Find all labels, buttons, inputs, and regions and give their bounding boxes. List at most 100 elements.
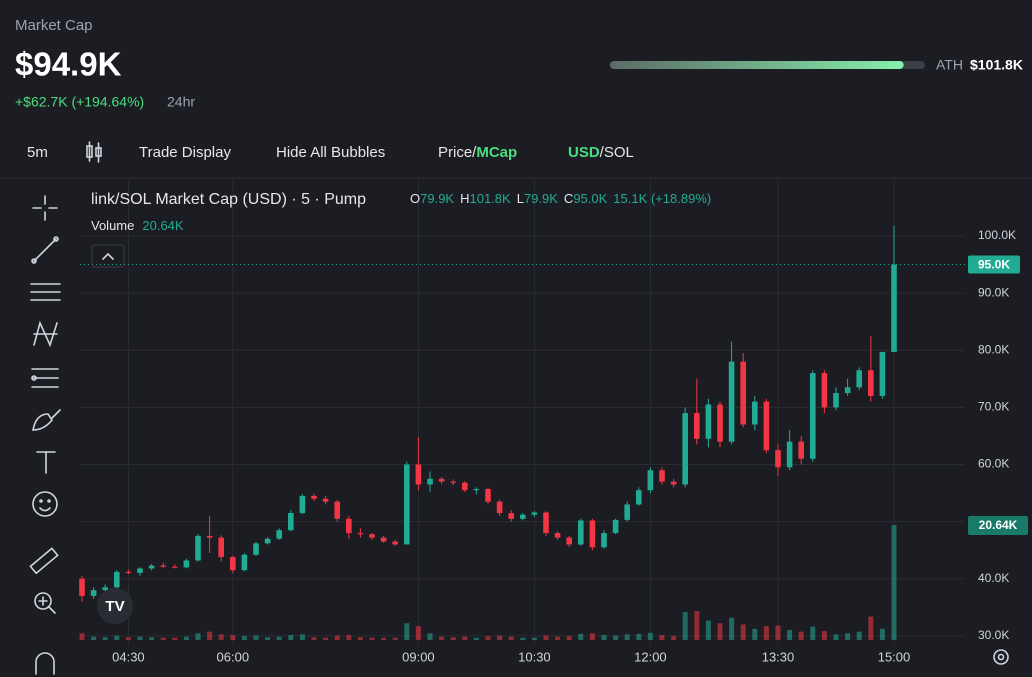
candle-body xyxy=(844,387,851,394)
change-period: 24hr xyxy=(167,94,195,110)
hide-bubbles-button[interactable]: Hide All Bubbles xyxy=(276,144,385,161)
candle-body xyxy=(566,537,572,545)
volume-bar xyxy=(694,611,700,640)
candle-body xyxy=(276,530,282,539)
emoji-tool[interactable] xyxy=(32,491,58,517)
lines-tool[interactable] xyxy=(30,283,61,301)
candle-body xyxy=(798,441,804,459)
ohlc-value: 79.9K xyxy=(420,191,454,206)
mcap-option[interactable]: MCap xyxy=(476,144,517,161)
zoom-tool[interactable] xyxy=(34,592,56,614)
volume-bar xyxy=(404,623,410,640)
settings-button[interactable] xyxy=(993,649,1009,665)
y-tick-label: 90.0K xyxy=(978,285,1009,299)
candle-body xyxy=(891,264,897,352)
candle-body xyxy=(543,512,549,534)
candle-body xyxy=(137,568,143,574)
brush-tool[interactable] xyxy=(32,409,61,431)
volume-bar xyxy=(879,628,885,640)
price-option[interactable]: Price/ xyxy=(438,144,477,161)
candle-body xyxy=(195,535,201,561)
candle-body xyxy=(102,587,108,591)
volume-bar xyxy=(137,636,143,640)
volume-bar xyxy=(311,637,317,640)
market-cap-value: $94.9K xyxy=(15,46,122,83)
candle-body xyxy=(694,413,700,439)
volume-bar xyxy=(79,633,85,640)
volume-bar xyxy=(265,637,271,640)
ohlc-key: O xyxy=(410,191,420,206)
ruler-tool[interactable] xyxy=(29,547,59,575)
volume-bar xyxy=(833,634,839,640)
candle-body xyxy=(810,373,816,459)
volume-bar xyxy=(276,636,282,640)
candle-body xyxy=(160,565,166,567)
volume-bar xyxy=(891,525,897,640)
candle-body xyxy=(589,520,596,548)
candle-body xyxy=(601,533,607,548)
volume-bar xyxy=(323,637,329,640)
volume-bar xyxy=(845,633,851,640)
volume-bar xyxy=(473,637,479,640)
candle-body xyxy=(183,560,190,568)
ohlc-key: C xyxy=(564,191,573,206)
candle-body xyxy=(90,590,97,596)
ohlc-value: 95.0K xyxy=(573,191,607,206)
volume-bar xyxy=(636,633,642,640)
collapse-button[interactable] xyxy=(91,244,125,268)
plot-area: 30.0K40.0K50.0K60.0K70.0K80.0K90.0K100.0… xyxy=(79,180,1028,664)
candle-body xyxy=(79,578,85,596)
trendline-tool[interactable] xyxy=(31,236,59,264)
market-cap-label: Market Cap xyxy=(15,17,93,34)
candle-body xyxy=(728,361,735,442)
ath-value: $101.8K xyxy=(970,57,1023,73)
candle-body xyxy=(647,470,654,491)
candle-body xyxy=(206,535,213,538)
volume-bar xyxy=(497,635,503,640)
volume-bar xyxy=(798,631,804,640)
pattern-tool[interactable] xyxy=(33,320,58,348)
candle-body xyxy=(125,571,132,574)
candle-body xyxy=(172,566,178,568)
candle-body xyxy=(473,489,480,491)
magnet-tool[interactable] xyxy=(35,652,55,675)
y-tick-label: 80.0K xyxy=(978,342,1009,356)
ohlc-value: 79.9K xyxy=(524,191,558,206)
candle-body xyxy=(752,401,758,425)
fib-tool[interactable] xyxy=(31,368,59,388)
currency-toggle[interactable]: USD/SOL xyxy=(568,144,634,161)
trade-display-button[interactable]: Trade Display xyxy=(139,144,231,161)
interval-button[interactable]: 5m xyxy=(27,144,48,161)
volume-bar xyxy=(485,636,491,640)
last-volume-tag xyxy=(968,516,1028,536)
candle-body xyxy=(659,470,665,482)
volume-bar xyxy=(543,635,549,640)
volume-bar xyxy=(334,635,340,640)
candle-body xyxy=(230,557,236,571)
candle-body xyxy=(462,482,468,491)
volume-bar xyxy=(230,634,236,640)
sol-option[interactable]: /SOL xyxy=(600,144,634,161)
volume-bar xyxy=(207,631,213,640)
text-tool[interactable] xyxy=(36,451,56,474)
svg-text:TV: TV xyxy=(105,598,124,615)
price-mcap-toggle[interactable]: Price/MCap xyxy=(438,144,517,161)
candle-body xyxy=(786,441,793,468)
candle-body xyxy=(427,478,433,485)
candle-body xyxy=(322,498,329,502)
candle-type-button[interactable] xyxy=(86,141,102,163)
usd-option[interactable]: USD xyxy=(568,144,600,161)
volume-bar xyxy=(299,634,305,640)
candle-body xyxy=(624,504,630,520)
ohlc-key: H xyxy=(460,191,469,206)
crosshair-tool[interactable] xyxy=(32,195,58,221)
volume-bar xyxy=(566,636,572,640)
candle-body xyxy=(485,489,491,502)
volume-bar xyxy=(427,633,433,640)
volume-bar xyxy=(821,631,827,640)
volume-bar xyxy=(717,623,723,640)
last-price-label: 95.0K xyxy=(978,258,1010,272)
candle-body xyxy=(717,404,723,442)
